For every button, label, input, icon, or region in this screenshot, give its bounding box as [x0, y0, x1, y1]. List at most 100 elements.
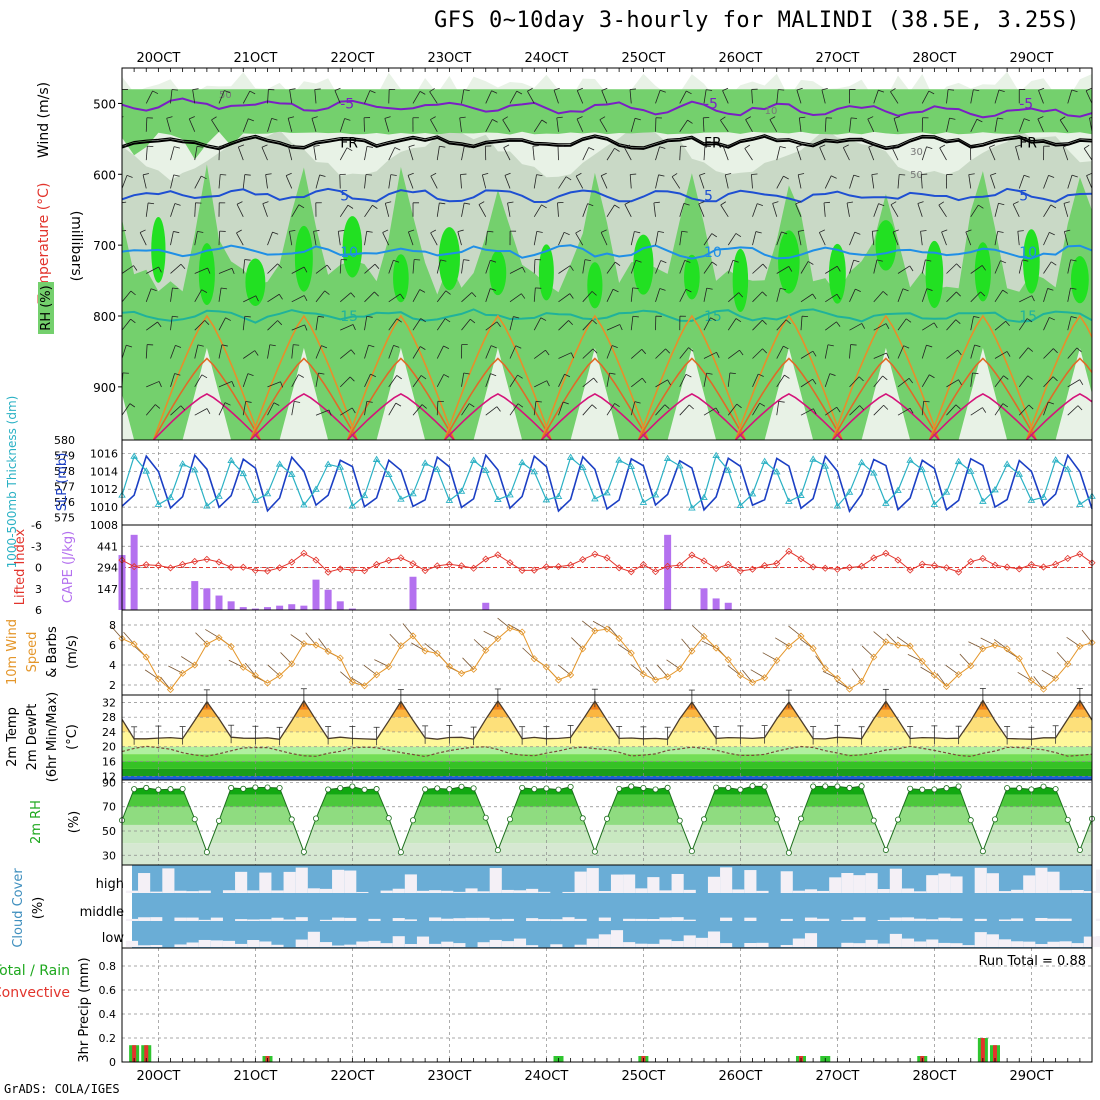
wind-speed-marker [227, 642, 235, 651]
wind-barb [218, 381, 233, 388]
rh2m-marker [591, 848, 598, 855]
cloud-fill-bar [1011, 889, 1024, 893]
wind-barb-flag [819, 144, 826, 148]
cloud-fill-bar [732, 889, 745, 893]
wind-barb [752, 291, 763, 303]
wind-barb-flag [150, 288, 157, 292]
wind-barb-flag [254, 350, 259, 356]
wind-barb [170, 287, 173, 302]
wind-barb [599, 119, 608, 132]
rh2m-marker [785, 849, 792, 856]
wind-barb [630, 348, 643, 359]
temperature-contour-label: 15 [704, 309, 722, 325]
wind-speed-marker [348, 678, 356, 686]
wind-barb-flag [326, 264, 332, 271]
cloud-fill-bar [501, 889, 514, 893]
wind-barb-flag [430, 116, 436, 120]
thickness-marker [942, 488, 951, 495]
wind-barb [873, 404, 884, 416]
wind-barb-flag [420, 318, 426, 323]
wind-barb-flag [736, 403, 742, 409]
dewpoint-band [122, 768, 1092, 780]
lifted-index-marker [348, 566, 356, 574]
wind-barb-flag [272, 231, 279, 235]
wind-speed-marker [579, 645, 587, 653]
wind-barb-flag [158, 381, 162, 388]
wind-barb [606, 345, 613, 359]
wind-barb [430, 232, 438, 246]
top-date-label: 25OCT [621, 51, 665, 66]
thickness-marker [372, 455, 381, 462]
cloud-fill-bar [707, 931, 721, 947]
wind-speed-marker [154, 675, 162, 683]
wind-barb-flag [958, 379, 962, 386]
warm-contour [637, 357, 746, 441]
wind10m-barb [1017, 671, 1032, 681]
wind-barb [509, 403, 519, 416]
wind-barb-flag [175, 345, 182, 348]
wind10m-barb [945, 664, 959, 675]
wind10m-barb [861, 645, 875, 658]
wind-barb-flag [667, 379, 671, 386]
cloud-fill-bar [465, 917, 478, 921]
wind-barb [340, 324, 354, 331]
thickness-marker [457, 487, 466, 494]
cloud-fill-bar [235, 943, 248, 947]
wind-barb-flag [1027, 347, 1034, 352]
wind-barb-flag [923, 400, 930, 403]
temperature-contour [122, 308, 1092, 324]
wind-barb-flag [324, 290, 330, 295]
wind-barb-flag [245, 401, 252, 403]
wind-barb-flag [244, 315, 251, 318]
wind-barb-flag [575, 229, 582, 234]
wind-barb-flag [908, 378, 914, 384]
wind-barb [1043, 232, 1050, 246]
cloud-fill-bar [526, 888, 539, 893]
wind-barb-flag [635, 259, 642, 263]
precip-tick-label: 0.6 [99, 984, 117, 997]
lifted-index-marker [494, 551, 502, 559]
cloud-fill-bar [914, 891, 927, 893]
wind-barb-flag [545, 349, 550, 356]
wind-barb-flag [517, 374, 523, 379]
wind-barb [388, 375, 398, 388]
cloud-fill-bar [138, 873, 151, 893]
wind-barb [412, 375, 422, 388]
lifted-index-marker [651, 568, 660, 576]
wind-barb-flag [173, 146, 180, 149]
pressure-tick-label: 700 [93, 239, 116, 253]
wind-barb-flag [390, 174, 397, 176]
wind10m-barb [959, 653, 972, 667]
thickness-marker [190, 466, 199, 473]
cloud-fill-bar [283, 919, 296, 921]
rh2m-marker [397, 849, 404, 856]
cape-tick-label: 147 [97, 583, 118, 596]
temp2m-axis-label: 2m DewPt [25, 704, 40, 771]
cloud-fill-bar [198, 919, 211, 921]
wind-barb [968, 174, 972, 189]
warm-contour [249, 357, 358, 441]
wind-barb [1018, 318, 1028, 331]
wind-barb [873, 203, 879, 217]
wind-speed-marker [894, 641, 902, 649]
wind-speed-marker [385, 663, 393, 671]
wind-barb [582, 147, 590, 161]
wind-barb [194, 289, 203, 303]
wind-barb-flag [973, 316, 980, 319]
temperature-axis-label: Temperature (°C) [36, 183, 52, 305]
wind-barb [436, 259, 441, 274]
wind-barb-flag [207, 267, 211, 274]
wind-barb-flag [133, 265, 138, 271]
wind-barb [1018, 118, 1025, 132]
wind-barb-flag [502, 116, 508, 121]
wind-barb-flag [1047, 288, 1054, 291]
thickness-marker [591, 495, 599, 502]
wind-speed-marker [324, 647, 332, 655]
wind-barb [655, 174, 659, 189]
wind-barb-flag [688, 347, 694, 352]
warm-contour [443, 357, 552, 441]
wind-barb [703, 407, 717, 416]
rh2m-marker [652, 786, 659, 793]
wind-barb-flag [430, 172, 437, 177]
